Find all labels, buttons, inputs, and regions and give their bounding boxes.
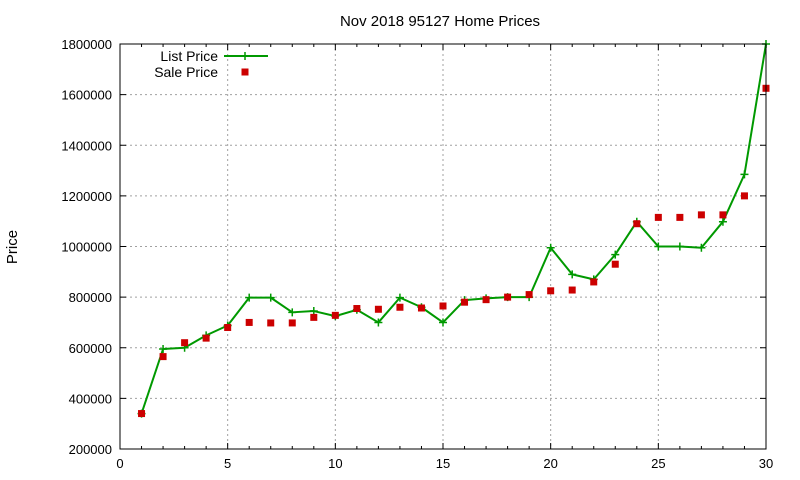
sale-price-point [676,213,684,221]
sale-price-point [654,213,662,221]
list-price-point [439,318,447,327]
list-price-point [740,170,749,179]
sale-price-point [310,313,318,321]
sale-price-point [525,291,533,299]
list-price-point [309,307,318,316]
legend-label-list-price: List Price [160,48,218,64]
y-tick-label: 1200000 [61,189,112,204]
sale-price-point [504,293,512,301]
sale-price-point [461,298,469,306]
legend: List Price Sale Price [154,48,268,80]
sale-price-point [245,318,253,326]
sale-price-point [374,305,382,313]
sale-price-point [224,324,232,331]
sale-price-point [417,304,425,312]
sale-price-point [267,319,275,327]
legend-label-sale-price: Sale Price [154,64,218,80]
list-price-point [288,308,297,317]
sale-price-point [740,192,748,200]
sale-price-point [697,211,705,219]
sale-price-point [568,286,576,294]
sale-price-point [439,302,447,310]
list-price-line [140,43,767,414]
sale-price-point [396,303,404,311]
y-tick-label: 400000 [69,391,112,406]
sale-price-point [288,319,296,327]
list-price-point [611,250,620,259]
y-tick-label: 600000 [69,341,112,356]
sale-price-point [159,353,167,361]
sale-price-point [353,305,361,313]
x-tick-label: 30 [759,456,773,471]
sale-price-point [611,260,619,268]
sale-price-point [633,220,641,228]
list-price-point [266,293,275,302]
series-layer [137,40,770,418]
list-price-point [245,293,254,302]
x-tick-label: 20 [543,456,557,471]
sale-price-point [138,410,146,418]
x-tick-label: 25 [651,456,665,471]
list-price-point [697,243,706,252]
x-tick-label: 5 [224,456,231,471]
x-tick-label: 10 [328,456,342,471]
sale-price-point [719,211,727,219]
sale-price-point [202,334,210,342]
list-price-point [159,345,168,354]
x-tick-label: 15 [436,456,450,471]
y-tick-label: 1000000 [61,240,112,255]
sale-price-point [547,287,555,295]
list-price-point [675,242,684,251]
list-price-point [654,242,663,251]
sale-price-point [181,339,189,347]
chart-title: Nov 2018 95127 Home Prices [340,13,540,30]
list-price-point [546,243,555,252]
y-tick-label: 1600000 [61,88,112,103]
list-price-point [374,318,383,327]
sale-price-point [331,311,339,319]
tick-layer: 200000 400000 600000 800000 1000000 1200000 14… [61,37,773,471]
y-tick-label: 1800000 [61,37,112,52]
sale-price-point [590,278,598,286]
y-axis-label: Price [4,230,21,264]
legend-swatch-sale-price [241,68,249,76]
y-tick-label: 800000 [69,290,112,305]
list-price-point [718,217,727,226]
y-tick-label: 200000 [69,442,112,457]
y-tick-label: 1400000 [61,138,112,153]
list-price-point [395,293,404,302]
x-tick-label: 0 [116,456,123,471]
legend-swatch-list-price-marker [241,52,249,60]
list-price-point [568,270,577,279]
sale-price-point [482,296,490,304]
